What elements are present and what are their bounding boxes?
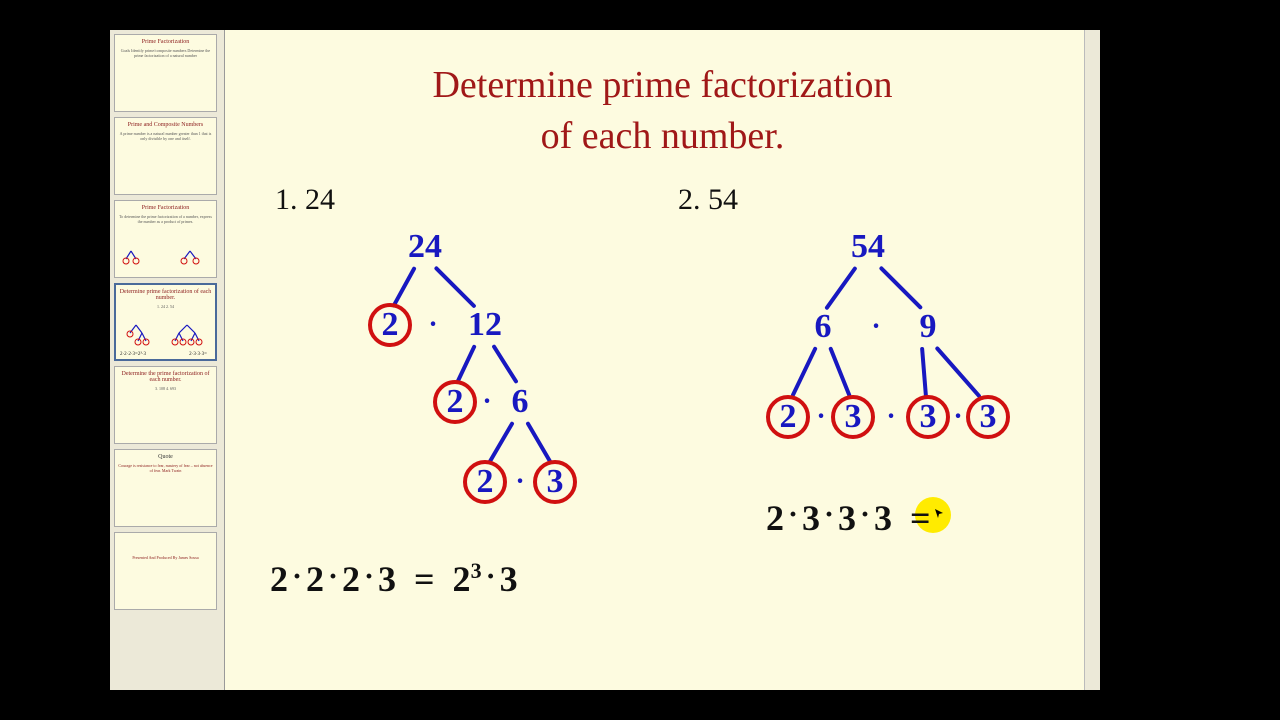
thumb-body: Presented And Produced By James Sousa xyxy=(118,555,213,560)
mini-tree-icon xyxy=(122,321,166,355)
tree-node: 2 xyxy=(447,383,464,421)
presentation-window: Prime Factorization Goals Identify prime… xyxy=(110,30,1100,690)
thumb-1[interactable]: Prime Factorization Goals Identify prime… xyxy=(114,34,217,112)
tree-branch xyxy=(920,346,928,396)
thumb-3[interactable]: Prime Factorization To determine the pri… xyxy=(114,200,217,278)
problem-2: 2. 54 · · · · 54 6 9 2 3 3 3 2·3·3·3 = xyxy=(678,183,1050,557)
mult-dot: · xyxy=(871,311,880,343)
thumb-title: Prime Factorization xyxy=(118,205,213,211)
thumb-title: Prime and Composite Numbers xyxy=(118,122,213,128)
thumb-body: Goals Identify prime/composite numbers D… xyxy=(118,48,213,58)
tree-branch xyxy=(790,346,818,398)
thumb-title: Quote xyxy=(118,454,213,460)
tree-branch xyxy=(487,421,514,464)
pen-cursor-icon xyxy=(933,506,945,524)
problem-2-label: 2. 54 xyxy=(678,183,1050,217)
mult-dot: · xyxy=(886,401,895,433)
mult-dot: · xyxy=(428,309,437,341)
problem-1: 1. 24 · · · 24 2 12 2 6 2 3 xyxy=(275,183,647,557)
mini-tree-icon xyxy=(165,321,213,355)
thumb-body: 1. 24 2. 54 xyxy=(119,304,212,309)
tree-node: 2 xyxy=(780,398,797,436)
problems-row: 1. 24 · · · 24 2 12 2 6 2 3 2. 54 · · · · 54 6 9 2 3 3 3 2·3… xyxy=(265,183,1060,557)
tree-node: 2 xyxy=(382,306,399,344)
problem-1-label: 1. 24 xyxy=(275,183,647,217)
slide-title: Determine prime factorization of each nu… xyxy=(265,60,1060,163)
tree-node: 54 xyxy=(851,228,885,266)
tree-branch xyxy=(879,265,924,310)
mini-tree-icon xyxy=(170,247,210,273)
tree-node: 24 xyxy=(408,228,442,266)
vertical-scrollbar[interactable] xyxy=(1084,30,1100,690)
tree-branch xyxy=(434,265,477,308)
title-line1: Determine prime factorization xyxy=(432,64,892,106)
slide-canvas: Determine prime factorization of each nu… xyxy=(225,30,1100,690)
answer-54: 2·3·3·3 = xyxy=(766,497,931,539)
tree-node: 9 xyxy=(920,308,937,346)
mult-dot: · xyxy=(515,466,524,498)
title-line2: of each number. xyxy=(541,115,785,157)
thumb-body: To determine the prime factorization of … xyxy=(118,214,213,224)
thumb-5[interactable]: Determine the prime factorization of eac… xyxy=(114,366,217,444)
thumb-7[interactable]: Presented And Produced By James Sousa xyxy=(114,532,217,610)
thumb-title: Determine prime factorization of each nu… xyxy=(119,289,212,301)
tree-node: 6 xyxy=(512,383,529,421)
thumb-body: Courage is resistance to fear, mastery o… xyxy=(118,463,213,473)
mult-dot: · xyxy=(953,401,962,433)
thumb-6[interactable]: Quote Courage is resistance to fear, mas… xyxy=(114,449,217,527)
tree-node: 3 xyxy=(845,398,862,436)
factor-tree-24: · · · 24 2 12 2 6 2 3 xyxy=(275,217,647,557)
tree-node: 6 xyxy=(815,308,832,346)
mult-dot: · xyxy=(816,401,825,433)
tree-node: 3 xyxy=(980,398,997,436)
answer-24: 2·2·2·3 = 23·3 xyxy=(270,558,518,600)
factor-tree-54: · · · · 54 6 9 2 3 3 3 2·3·3·3 = xyxy=(678,217,1050,557)
tree-node: 12 xyxy=(468,306,502,344)
tree-branch xyxy=(525,421,552,464)
thumb-title: Determine the prime factorization of eac… xyxy=(118,371,213,383)
tree-branch xyxy=(824,265,857,309)
tree-branch xyxy=(391,266,416,308)
thumb-body: A prime number is a natural number great… xyxy=(118,131,213,141)
thumb-title: Prime Factorization xyxy=(118,39,213,45)
mini-tree-icon xyxy=(121,247,161,273)
thumb-body: 3. 108 4. 693 xyxy=(118,386,213,391)
thumb-2[interactable]: Prime and Composite Numbers A prime numb… xyxy=(114,117,217,195)
mult-dot: · xyxy=(482,386,491,418)
tree-branch xyxy=(455,344,477,384)
tree-node: 3 xyxy=(547,463,564,501)
tree-branch xyxy=(828,346,852,397)
tree-node: 3 xyxy=(920,398,937,436)
slide-thumbnails-panel[interactable]: Prime Factorization Goals Identify prime… xyxy=(110,30,225,690)
thumb-4-active[interactable]: Determine prime factorization of each nu… xyxy=(114,283,217,361)
tree-branch xyxy=(491,344,518,384)
tree-node: 2 xyxy=(477,463,494,501)
tree-branch xyxy=(934,345,981,398)
